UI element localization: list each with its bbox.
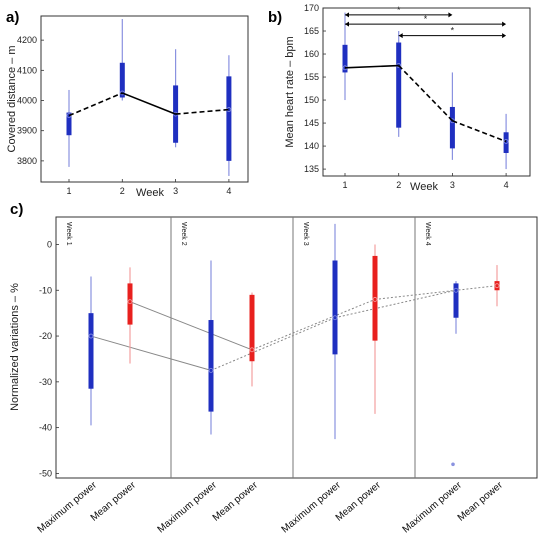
panel-c-category-label-1: Maximum power [36, 479, 100, 535]
panel-c-week-label-1: Week 1 [65, 222, 72, 246]
panel-c-mean-power-week-1-median [127, 299, 133, 305]
panel-a-trend-segment-1 [68, 92, 123, 117]
panel-b-letter: b) [268, 9, 282, 26]
panel-b-sig-arrow-right-1 [448, 12, 453, 18]
panel-c-axes-frame [55, 216, 538, 479]
panel-a-xtick-label: 2 [120, 186, 125, 196]
panel-c-ytick-label: -40 [39, 423, 52, 433]
panel-c-category-label-7: Maximum power [401, 479, 465, 535]
panel-c-ytick-label: -30 [39, 377, 52, 387]
panel-c-chart: Normalized variations – % 0 -10 -20 -30 -40 -… [9, 216, 538, 535]
panel-c-max-power-week-1-box [88, 313, 94, 389]
panel-c-ylabel: Normalized variations – % [9, 283, 21, 411]
panel-b-ytick-label: 170 [304, 3, 319, 13]
panel-a-trend-segment-3 [175, 108, 229, 115]
panel-b-ytick-label: 135 [304, 164, 319, 174]
panel-b-sig-arrow-left-1 [345, 12, 349, 18]
panel-b-week-4-box [503, 132, 509, 153]
panel-a-ytick-label: 4000 [17, 96, 37, 106]
panel-a-week-1-box [66, 112, 72, 136]
panel-c-ytick-label: -10 [39, 285, 52, 295]
panel-c-mean-power-connector-1 [129, 301, 253, 351]
panel-c-max-power-week-3-median [332, 315, 338, 321]
panel-b-week-1-box [342, 44, 348, 73]
panel-c-ytick-label: -20 [39, 331, 52, 341]
panel-b-trend-segment-3 [452, 120, 507, 143]
panel-c-max-power-connector-1 [90, 335, 212, 371]
panel-c-max-power-week-2-box [208, 320, 214, 412]
panel-a-week-2-box [119, 62, 125, 98]
panel-c-week-label-2: Week 2 [180, 222, 187, 246]
panel-c-week-label-3: Week 3 [302, 222, 309, 246]
panel-b-ytick-label: 165 [304, 26, 319, 36]
panel-c-mean-power-week-3-median [372, 297, 378, 302]
panel-b-xtick-label: 2 [396, 180, 401, 190]
panel-c-ytick-label: -50 [39, 468, 52, 478]
panel-a-ytick-label: 4100 [17, 65, 37, 75]
panel-b-sig-star-1: * [397, 5, 401, 15]
panel-c-max-power-connector-2 [210, 317, 336, 371]
panel-c-ytick-label: 0 [47, 239, 52, 249]
panel-a-week-4-box [226, 76, 232, 161]
panel-b-sig-arrow-left-2 [345, 21, 349, 27]
panel-c-mean-power-week-2-box [249, 294, 255, 362]
panel-c-max-power-week-1-median [88, 333, 94, 339]
panel-c-max-power-week-2-median [208, 367, 214, 373]
panel-c-max-power-week-4-box [453, 283, 459, 318]
panel-c-mean-power-week-4-median [494, 283, 500, 289]
panel-c-max-power-week-4-median [453, 287, 459, 293]
panel-c-max-power-connector-3 [334, 289, 457, 319]
panel-a-xtick-label: 4 [226, 186, 231, 196]
panel-b-week-4-median [503, 139, 509, 144]
panel-a-ylabel: Covered distance – m [6, 46, 18, 153]
panel-c-category-label-3: Maximum power [156, 479, 220, 535]
panel-c-week-label-4: Week 4 [424, 222, 431, 246]
panel-a-ytick-label: 3800 [17, 156, 37, 166]
panel-a-xtick-label: 3 [173, 186, 178, 196]
panel-b-sig-arrow-left-3 [398, 33, 403, 39]
panel-b-ytick-label: 150 [304, 95, 319, 105]
panel-c-max-power-outlier-1 [451, 462, 455, 467]
panel-b-xtick-label: 4 [504, 180, 509, 190]
panel-b-axes-frame [322, 7, 531, 177]
panel-c-mean-power-week-2-median [249, 347, 255, 353]
panel-b-sig-arrow-right-2 [502, 21, 507, 27]
panel-a-axes-frame [40, 15, 249, 183]
panel-c-category-label-8: Mean power [456, 479, 506, 523]
panel-a-xtick-label: 1 [66, 186, 71, 196]
panel-b-chart: Mean heart rate – bpm Week 135 140 145 150 1… [284, 3, 531, 193]
panel-b-ytick-label: 155 [304, 72, 319, 82]
panel-a-letter: a) [6, 9, 19, 26]
panel-b-week-2-box [396, 42, 402, 128]
panel-c-mean-power-week-3-box [372, 255, 378, 341]
panel-a-chart: Covered distance – m Week 38003900400041… [6, 15, 249, 199]
panel-c-mean-power-connector-2 [251, 298, 376, 351]
panel-a-ytick-label: 4200 [17, 35, 37, 45]
panel-c-category-label-5: Maximum power [280, 479, 344, 535]
panel-b-week-3-box [449, 106, 455, 149]
panel-b-sig-star-2: * [424, 14, 428, 24]
panel-b-ytick-label: 145 [304, 118, 319, 128]
panel-c-letter: c) [10, 201, 23, 218]
panel-b-xlabel: Week [410, 181, 438, 193]
panel-b-ylabel: Mean heart rate – bpm [284, 36, 296, 147]
panel-b-ytick-label: 160 [304, 49, 319, 59]
panel-c-mean-power-week-4-box [494, 281, 500, 291]
panel-b-xtick-label: 1 [342, 180, 347, 190]
panel-a-ytick-label: 3900 [17, 126, 37, 136]
panel-c-category-label-4: Mean power [211, 479, 261, 523]
panel-c-category-label-6: Mean power [334, 479, 384, 523]
panel-b-xtick-label: 3 [450, 180, 455, 190]
panel-a-xlabel: Week [136, 187, 164, 199]
panel-b-trend-segment-2 [398, 64, 453, 122]
panel-b-sig-star-3: * [451, 26, 455, 36]
panel-b-trend-segment-1 [344, 64, 399, 69]
panel-b-ytick-label: 140 [304, 141, 319, 151]
panel-b-sig-arrow-right-3 [502, 33, 507, 39]
panel-c-mean-power-connector-3 [374, 285, 498, 300]
panel-a-trend-segment-2 [122, 92, 176, 115]
panel-c-max-power-week-3-box [332, 260, 338, 355]
